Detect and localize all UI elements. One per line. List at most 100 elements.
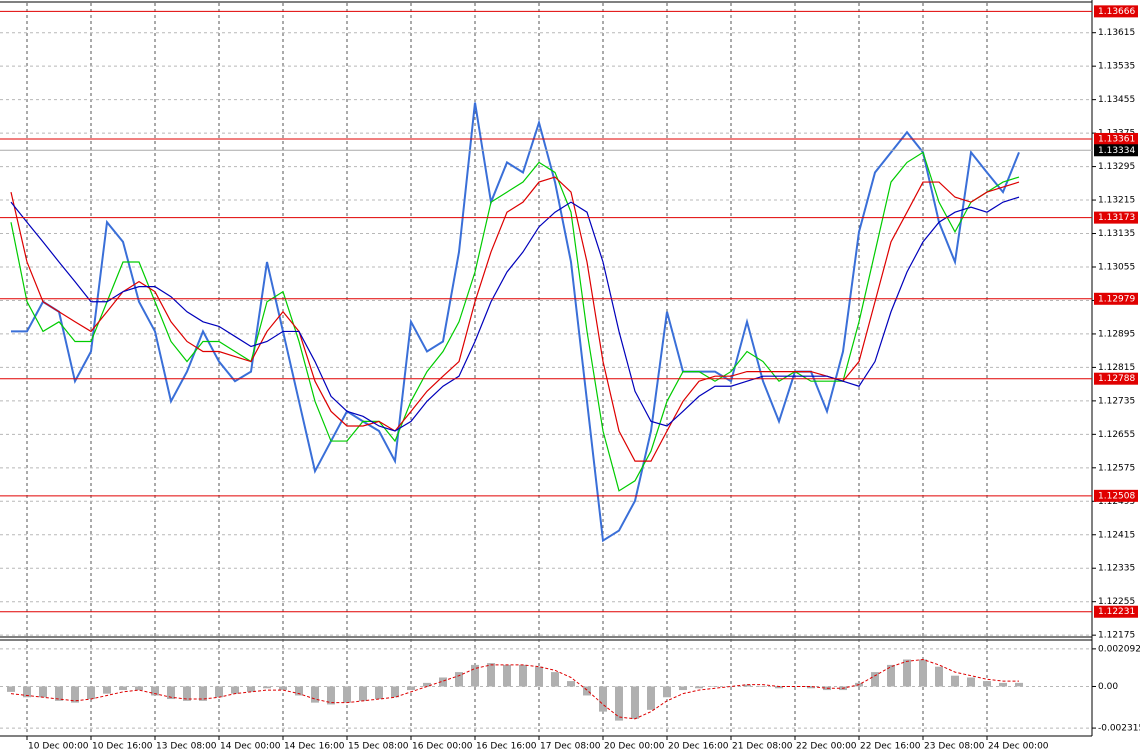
histogram-bar xyxy=(343,686,351,703)
histogram-bar xyxy=(119,686,127,691)
histogram-bar xyxy=(503,664,511,687)
histogram-bar xyxy=(871,672,879,687)
histogram-bar xyxy=(1015,682,1023,687)
x-tick-label: 24 Dec 00:00 xyxy=(988,742,1049,752)
price-line xyxy=(11,102,1020,543)
level-label-bg xyxy=(1094,211,1138,224)
moving-average xyxy=(10,151,1020,492)
histogram-bar xyxy=(455,672,463,687)
histogram-bar xyxy=(727,686,735,687)
histogram-bar xyxy=(23,686,31,698)
histogram-bar xyxy=(679,686,687,691)
histogram-bar xyxy=(663,686,671,698)
level-label-bg xyxy=(1094,144,1138,157)
histogram-bar xyxy=(183,686,191,701)
histogram-bar xyxy=(967,677,975,687)
level-label: 1.12979 xyxy=(1098,294,1135,304)
histogram-bar xyxy=(423,682,431,687)
histogram-bar xyxy=(551,672,559,687)
histogram-bar xyxy=(487,663,495,687)
histogram-bar xyxy=(7,686,15,692)
histogram-bar xyxy=(87,686,95,700)
y-tick-label: 1.12575 xyxy=(1098,463,1135,473)
histogram-bar xyxy=(167,686,175,700)
histogram-bar xyxy=(231,686,239,694)
histogram-bar xyxy=(775,686,783,689)
y-tick-label: 1.13615 xyxy=(1098,28,1135,38)
histogram-bar xyxy=(567,681,575,687)
histogram-bar xyxy=(903,659,911,687)
y-tick-label: 1.12255 xyxy=(1098,597,1135,607)
histogram-bar xyxy=(807,686,815,689)
level-label-bg xyxy=(1094,372,1138,385)
level-label: 1.13666 xyxy=(1098,7,1135,17)
histogram-bar xyxy=(711,686,719,687)
histogram-bar xyxy=(919,659,927,687)
histogram-bar xyxy=(311,686,319,703)
histogram-bar xyxy=(743,684,751,687)
histogram-bar xyxy=(215,686,223,698)
x-tick-label: 22 Dec 00:00 xyxy=(796,742,857,752)
histogram-bar xyxy=(439,677,447,687)
x-tick-label: 10 Dec 16:00 xyxy=(92,742,153,752)
x-tick-label: 20 Dec 00:00 xyxy=(604,742,665,752)
histogram-bar xyxy=(39,686,47,698)
level-label-bg xyxy=(1094,489,1138,502)
histogram-bar xyxy=(247,686,255,692)
histogram-bar xyxy=(887,664,895,687)
histogram-bar xyxy=(55,686,63,701)
x-tick-label: 16 Dec 00:00 xyxy=(412,742,473,752)
histogram-bar xyxy=(359,686,367,701)
y-tick-label: 1.12655 xyxy=(1098,430,1135,440)
histogram-bar xyxy=(279,686,287,691)
histogram-bar xyxy=(983,681,991,687)
histogram-bar xyxy=(615,686,623,721)
y-tick-label: 1.12175 xyxy=(1098,631,1135,641)
histogram-bar xyxy=(695,686,703,689)
histogram-bar xyxy=(295,686,303,696)
histogram-bar xyxy=(647,686,655,710)
histogram-bar xyxy=(471,664,479,687)
y-tick-label: 1.12335 xyxy=(1098,564,1135,574)
histogram-bar xyxy=(759,686,767,687)
y-tick-label: -0.002315 xyxy=(1098,724,1140,734)
histogram-bar xyxy=(103,686,111,694)
y-tick-label: 1.12735 xyxy=(1098,396,1135,406)
y-tick-label: 1.13215 xyxy=(1098,196,1135,206)
level-label: 1.12231 xyxy=(1098,607,1135,617)
histogram-bar xyxy=(391,686,399,698)
level-label-bg xyxy=(1094,132,1138,145)
histogram-bar xyxy=(631,686,639,719)
level-label: 1.12788 xyxy=(1098,374,1135,384)
histogram-bar xyxy=(151,686,159,696)
level-label: 1.12508 xyxy=(1098,491,1135,501)
histogram-bar xyxy=(535,666,543,687)
histogram-bar xyxy=(135,686,143,691)
moving-average xyxy=(10,196,1020,432)
histogram-bar xyxy=(199,686,207,701)
y-tick-label: 1.13455 xyxy=(1098,95,1135,105)
histogram-bar xyxy=(375,686,383,700)
moving-average xyxy=(10,176,1020,462)
histogram-bar xyxy=(999,682,1007,687)
x-tick-label: 17 Dec 08:00 xyxy=(540,742,601,752)
level-label-bg xyxy=(1094,292,1138,305)
histogram-bar xyxy=(583,686,591,696)
signal-line xyxy=(10,659,1019,720)
y-tick-label: 0.002092 xyxy=(1098,644,1140,654)
x-tick-label: 22 Dec 16:00 xyxy=(860,742,921,752)
level-label: 1.13173 xyxy=(1098,213,1135,223)
histogram-bar xyxy=(263,686,271,689)
y-tick-label: 1.12895 xyxy=(1098,329,1135,339)
x-tick-label: 20 Dec 16:00 xyxy=(668,742,729,752)
y-tick-label: 1.12415 xyxy=(1098,530,1135,540)
histogram-bar xyxy=(71,686,79,703)
x-tick-label: 16 Dec 16:00 xyxy=(476,742,537,752)
histogram-bar xyxy=(327,686,335,705)
y-tick-label: 1.13055 xyxy=(1098,262,1135,272)
histogram-bar xyxy=(951,675,959,687)
histogram-bar xyxy=(599,686,607,712)
histogram-bar xyxy=(935,666,943,687)
